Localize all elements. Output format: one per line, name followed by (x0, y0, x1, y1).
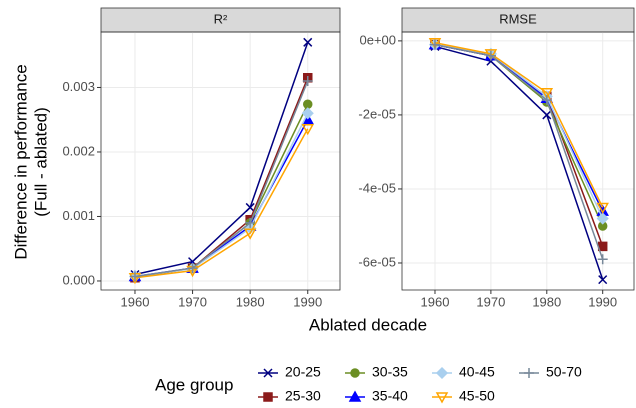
marker (485, 50, 496, 61)
line (434, 43, 604, 227)
legend-label: 30-35 (372, 364, 408, 380)
marker (597, 254, 608, 265)
marker (484, 49, 498, 61)
marker (301, 124, 315, 136)
marker (429, 39, 440, 50)
legend-marker (435, 392, 449, 404)
line (434, 43, 604, 219)
legend-title: Age group (155, 375, 233, 394)
y-tick-label: -2e-05 (358, 106, 396, 121)
x-tick-label: 1960 (421, 294, 450, 309)
y-tick-label: -4e-05 (358, 180, 396, 195)
y-tick-label: 0.001 (62, 208, 95, 223)
strip (100, 7, 341, 33)
legend-label: 45-50 (459, 388, 495, 404)
marker (540, 87, 554, 100)
legend-label: 50-70 (546, 364, 582, 380)
x-tick-label: 1970 (178, 294, 207, 309)
legend-label: 40-45 (459, 364, 495, 380)
marker (302, 76, 313, 87)
y-axis-title: Difference in performance (11, 64, 30, 259)
marker (302, 99, 313, 109)
x-tick-label: 1990 (293, 294, 322, 309)
legend-marker (350, 368, 360, 378)
x-tick-label: 1980 (532, 294, 561, 309)
x-tick-label: 1970 (476, 294, 505, 309)
marker (243, 228, 257, 240)
x-axis-title: Ablated decade (309, 315, 427, 334)
y-tick-label: 0e+00 (359, 32, 396, 47)
x-tick-label: 1960 (121, 294, 150, 309)
y-tick-label: 0.000 (62, 272, 95, 287)
line (134, 42, 309, 276)
legend-label: 35-40 (372, 388, 408, 404)
marker (187, 263, 198, 274)
marker (245, 217, 256, 228)
marker (129, 271, 140, 282)
marker (542, 110, 552, 120)
legend-marker (524, 368, 534, 378)
line (134, 128, 309, 279)
panel-border (100, 31, 341, 291)
legend-marker (435, 366, 449, 380)
legend-marker (263, 392, 273, 402)
line (434, 45, 604, 280)
marker (596, 202, 609, 214)
marker (303, 37, 313, 47)
marker (596, 212, 609, 225)
y-tick-label: 0.003 (62, 79, 95, 94)
legend-marker (263, 368, 273, 378)
legend-label: 25-30 (285, 388, 321, 404)
y-tick-label: -6e-05 (358, 254, 396, 269)
legend-label: 20-25 (285, 364, 321, 380)
marker (541, 95, 552, 106)
line (434, 41, 604, 208)
legend-marker (348, 390, 362, 402)
facet-title: R² (214, 11, 228, 26)
marker (598, 275, 608, 285)
x-tick-label: 1990 (588, 294, 617, 309)
strip (401, 7, 635, 33)
marker (245, 202, 255, 212)
line (434, 43, 604, 260)
y-axis-title: (Full - ablated) (31, 107, 50, 217)
marker (428, 37, 442, 50)
marker (597, 221, 608, 231)
x-tick-label: 1980 (236, 294, 265, 309)
panel-border (401, 31, 635, 291)
line (134, 80, 309, 278)
facet-title: RMSE (499, 11, 537, 26)
y-tick-label: 0.002 (62, 143, 95, 158)
marker (301, 107, 314, 120)
